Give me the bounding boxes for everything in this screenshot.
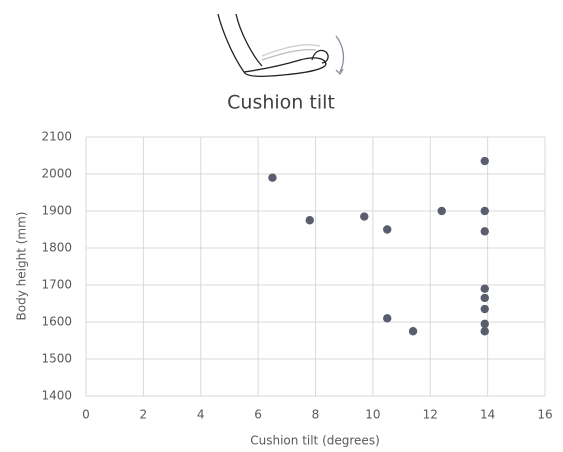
y-tick-label: 1700 (41, 278, 72, 292)
y-tick-label: 1600 (41, 315, 72, 329)
point (408, 327, 418, 336)
point (480, 156, 489, 166)
x-tick-label: 4 (197, 408, 205, 422)
y-axis-label: Body height (mm) (15, 212, 29, 321)
x-tick-label: 2 (140, 408, 148, 422)
y-tick-label: 1800 (41, 241, 72, 255)
point (383, 314, 392, 323)
y-tick-label: 1400 (41, 389, 72, 403)
x-tick-label: 0 (82, 408, 90, 422)
x-tick-label: 6 (254, 408, 262, 422)
point (480, 293, 489, 303)
x-tick-label: 14 (480, 408, 495, 422)
y-tick-label: 2000 (41, 167, 72, 181)
y-tick-label: 2100 (41, 130, 72, 144)
point (480, 304, 489, 314)
x-tick-label: 16 (537, 408, 552, 422)
y-tick-label: 1500 (41, 352, 72, 366)
x-tick-label: 8 (312, 408, 320, 422)
point (437, 206, 446, 216)
x-tick-label: 12 (423, 408, 438, 422)
point (383, 225, 392, 234)
point (480, 206, 489, 216)
x-tick-label: 10 (365, 408, 380, 422)
point (305, 216, 314, 225)
point (480, 284, 489, 293)
point (480, 327, 489, 336)
y-tick-label: 1900 (41, 204, 72, 218)
point (268, 173, 277, 182)
point (480, 227, 489, 236)
chart-title: Cushion tilt (227, 92, 335, 114)
point (360, 212, 369, 221)
seat-icon (217, 13, 345, 78)
point (480, 319, 489, 329)
x-axis-label: Cushion tilt (degrees) (250, 434, 380, 448)
